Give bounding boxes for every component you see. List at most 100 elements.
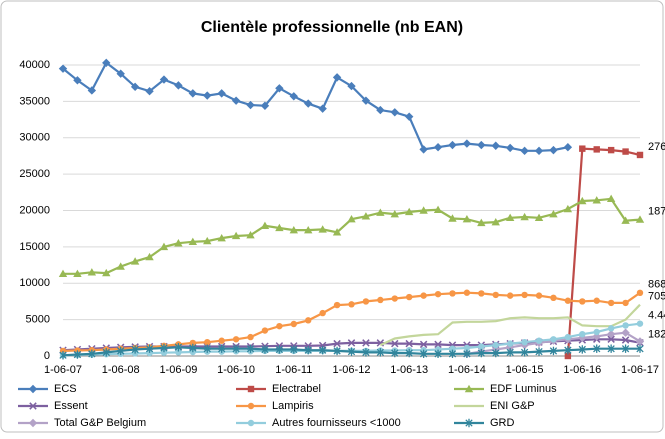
marker-shape — [434, 349, 442, 359]
marker — [304, 345, 312, 355]
marker-shape — [391, 295, 398, 302]
marker — [217, 233, 226, 242]
marker — [391, 348, 399, 358]
marker — [564, 352, 572, 360]
marker-shape — [521, 291, 528, 299]
marker-shape — [231, 96, 241, 105]
marker-shape — [73, 76, 82, 85]
marker — [174, 239, 183, 247]
marker-shape — [391, 339, 399, 348]
marker-shape — [73, 350, 82, 359]
marker — [520, 348, 529, 357]
marker-shape — [563, 204, 573, 213]
marker — [433, 205, 443, 213]
marker-shape — [477, 140, 486, 150]
marker — [607, 299, 615, 307]
marker-shape — [159, 242, 169, 251]
marker-shape — [635, 337, 645, 346]
marker — [189, 339, 197, 347]
marker-shape — [362, 348, 370, 357]
marker — [636, 151, 644, 159]
marker — [247, 402, 255, 410]
marker-shape — [593, 344, 601, 353]
marker-shape — [130, 257, 140, 265]
marker — [304, 99, 313, 108]
marker — [246, 100, 255, 110]
marker-shape — [145, 344, 154, 353]
marker — [318, 345, 327, 355]
marker — [621, 344, 630, 353]
marker — [347, 339, 356, 347]
marker-shape — [333, 346, 341, 356]
marker — [406, 293, 413, 301]
marker — [622, 299, 629, 307]
marker — [564, 297, 572, 304]
marker-shape — [462, 215, 472, 223]
marker — [319, 309, 326, 317]
marker — [477, 218, 486, 227]
marker-shape — [246, 344, 255, 353]
marker — [145, 86, 154, 96]
marker-shape — [491, 217, 500, 226]
y-tick-label: 35000 — [19, 95, 50, 107]
marker-shape — [549, 346, 558, 356]
marker-shape — [622, 299, 629, 307]
marker — [304, 225, 313, 234]
marker — [318, 225, 327, 233]
marker — [622, 148, 629, 155]
marker — [332, 73, 342, 82]
marker — [159, 75, 169, 84]
marker — [433, 143, 443, 152]
marker — [348, 301, 355, 308]
marker — [390, 108, 399, 117]
marker — [564, 345, 572, 355]
marker — [607, 146, 615, 154]
marker-shape — [564, 333, 572, 341]
legend-label: Autres fournisseurs <1000 — [272, 417, 401, 429]
marker — [73, 269, 82, 277]
marker — [607, 335, 615, 343]
marker — [203, 236, 212, 245]
marker-shape — [347, 215, 356, 223]
marker-shape — [217, 89, 226, 98]
marker — [520, 212, 529, 221]
marker — [276, 322, 283, 330]
marker-shape — [333, 339, 341, 348]
marker-shape — [318, 104, 327, 113]
marker — [635, 215, 645, 223]
marker-shape — [73, 269, 82, 277]
marker — [362, 298, 370, 305]
marker — [203, 91, 212, 100]
marker — [405, 339, 413, 348]
marker-shape — [534, 213, 544, 221]
marker — [463, 349, 471, 359]
marker — [636, 344, 644, 353]
marker-shape — [333, 301, 341, 309]
marker-shape — [376, 208, 385, 216]
marker-shape — [491, 141, 500, 150]
marker — [506, 292, 514, 299]
x-tick-label: 1-06-09 — [159, 364, 197, 376]
marker-shape — [246, 100, 255, 110]
marker-shape — [419, 349, 428, 359]
marker-shape — [579, 298, 586, 305]
marker-shape — [563, 143, 573, 152]
marker — [376, 348, 385, 357]
marker-shape — [247, 333, 254, 341]
marker-shape — [506, 292, 514, 299]
marker — [390, 209, 399, 218]
marker — [564, 333, 572, 341]
marker — [102, 348, 110, 357]
marker — [506, 340, 514, 347]
marker-shape — [622, 322, 629, 329]
marker — [246, 344, 255, 353]
marker-shape — [592, 196, 601, 204]
marker-shape — [607, 335, 615, 343]
marker-shape — [102, 348, 110, 357]
marker-shape — [520, 146, 529, 156]
marker — [362, 348, 370, 357]
marker — [419, 349, 428, 359]
marker-shape — [564, 345, 572, 355]
marker — [636, 320, 644, 327]
marker — [462, 139, 472, 148]
